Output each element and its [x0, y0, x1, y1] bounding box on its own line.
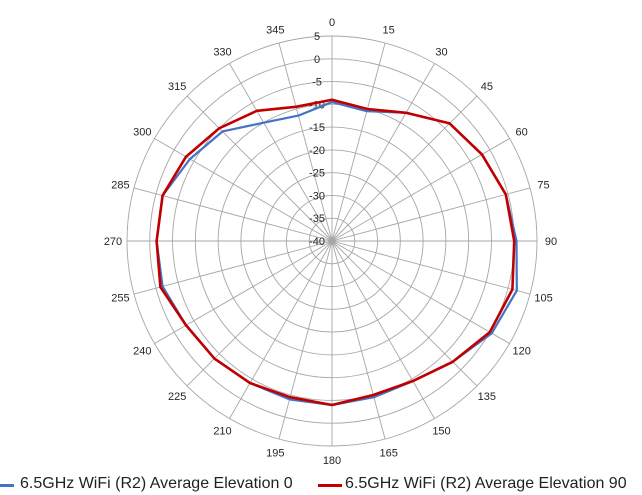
chart-legend: 6.5GHz WiFi (R2) Average Elevation 0 6.5…	[0, 473, 642, 495]
angle-tick-label: 30	[435, 46, 447, 58]
angle-tick-label: 135	[478, 391, 496, 403]
grid-spoke	[331, 42, 386, 242]
angle-tick-label: 0	[329, 17, 335, 29]
radial-tick-label: -20	[309, 145, 325, 157]
grid-spoke	[154, 240, 333, 344]
grid-spoke	[331, 240, 478, 387]
angle-tick-label: 105	[534, 293, 552, 305]
angle-tick-label: 255	[111, 293, 129, 305]
grid-spoke	[229, 63, 333, 242]
radial-tick-label: -35	[309, 213, 325, 225]
radial-tick-label: -30	[309, 190, 325, 202]
grid-spoke	[133, 240, 333, 295]
angle-tick-label: 75	[537, 179, 549, 191]
radial-tick-label: -40	[309, 236, 325, 248]
angle-tick-label: 15	[383, 24, 395, 36]
radial-tick-label: 5	[314, 31, 320, 43]
grid-spoke	[331, 95, 478, 242]
grid-spoke	[154, 138, 333, 242]
angle-tick-label: 60	[516, 127, 528, 139]
angle-tick-label: 165	[380, 448, 398, 460]
grid-spoke	[133, 187, 333, 242]
angle-tick-label: 210	[213, 426, 231, 438]
angle-tick-label: 285	[111, 179, 129, 191]
angle-tick-label: 330	[213, 46, 231, 58]
grid-spoke	[278, 42, 333, 242]
angle-tick-label: 345	[266, 24, 284, 36]
radial-tick-labels: 50-5-10-15-20-25-30-35-40	[309, 31, 325, 248]
series-line-1	[155, 100, 518, 407]
angle-tick-label: 195	[266, 448, 284, 460]
polar-grid	[126, 35, 538, 447]
grid-spoke	[331, 240, 435, 419]
radial-tick-label: -15	[309, 122, 325, 134]
angle-tick-label: 150	[432, 426, 450, 438]
angle-tick-label: 240	[133, 346, 151, 358]
grid-spoke	[331, 240, 386, 440]
angle-tick-labels: 0 15 30 45 60 75 90 105 120 135 150 165 180 195 210 225…	[104, 17, 557, 467]
angle-tick-label: 180	[323, 455, 341, 467]
grid-spoke	[331, 240, 510, 344]
series-lines	[155, 98, 518, 407]
grid-spoke	[331, 138, 510, 242]
angle-tick-label: 315	[168, 81, 186, 93]
grid-spoke	[186, 95, 333, 242]
grid-spoke	[278, 240, 333, 440]
legend-swatch-series-2	[318, 484, 342, 487]
angle-tick-label: 300	[133, 127, 151, 139]
grid-spoke	[331, 187, 531, 242]
grid-spoke	[331, 63, 435, 242]
radial-tick-label: 0	[314, 54, 320, 66]
radial-tick-label: -25	[309, 168, 325, 180]
legend-label-series-2: 6.5GHz WiFi (R2) Average Elevation 90	[345, 475, 627, 492]
grid-spoke	[186, 240, 333, 387]
legend-label-series-1: 6.5GHz WiFi (R2) Average Elevation 0	[20, 475, 293, 492]
angle-tick-label: 45	[481, 81, 493, 93]
polar-chart: 0 15 30 45 60 75 90 105 120 135 150 165 180 195 210 225…	[104, 17, 557, 467]
legend-swatch-series-1	[0, 484, 14, 487]
angle-tick-label: 120	[512, 346, 530, 358]
series-line-2	[155, 98, 516, 407]
angle-tick-label: 270	[104, 236, 122, 248]
grid-spoke	[229, 240, 333, 419]
grid-spoke	[331, 240, 531, 295]
angle-tick-label: 90	[545, 236, 557, 248]
radial-tick-label: -5	[312, 77, 322, 89]
angle-tick-label: 225	[168, 391, 186, 403]
